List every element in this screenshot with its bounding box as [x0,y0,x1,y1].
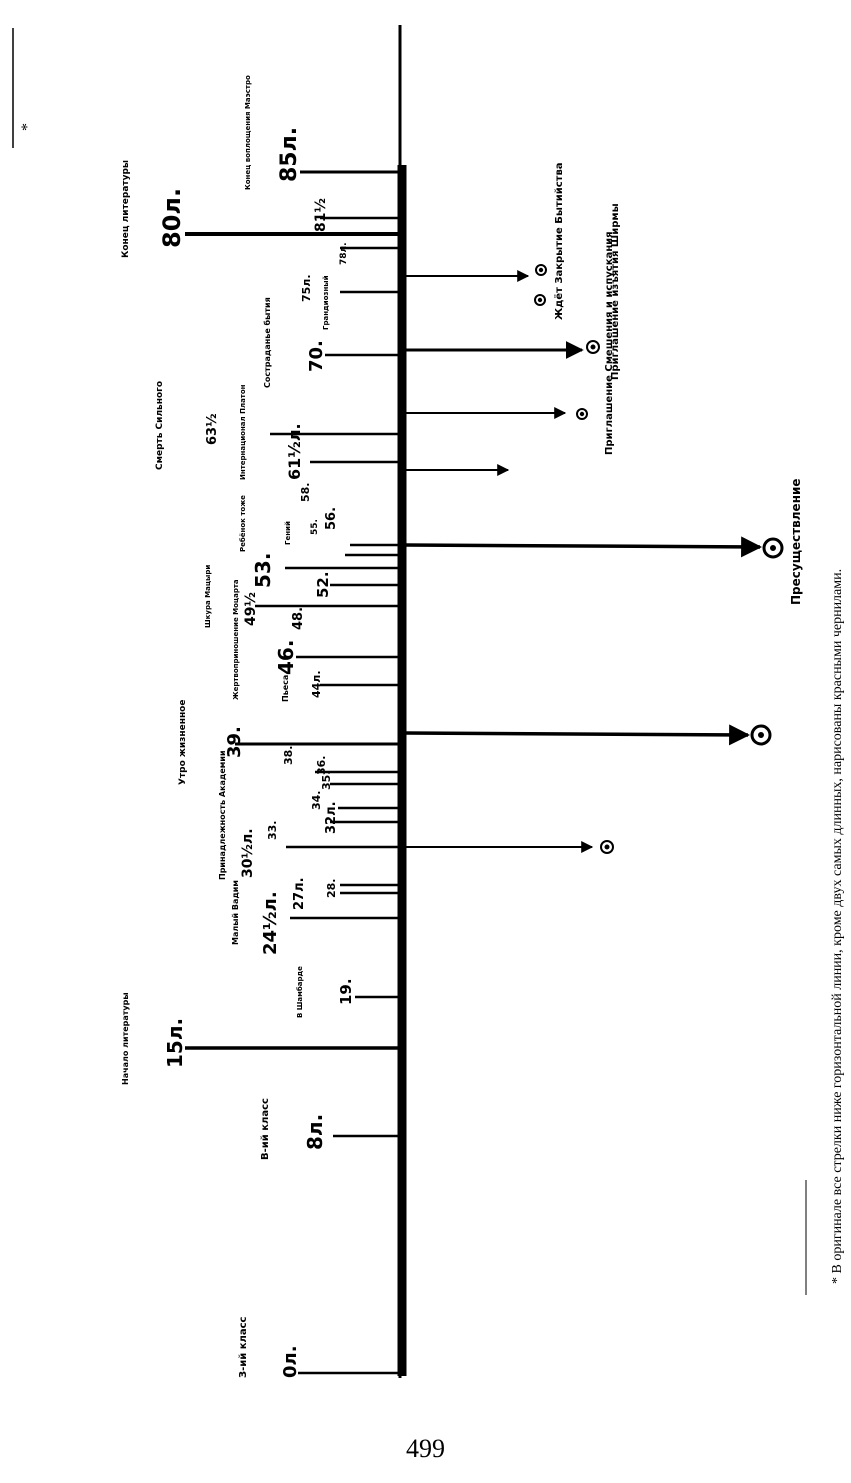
sun-icon [762,537,784,559]
label-m63: Смерть Сильного [155,381,165,470]
value-m28: 28. [325,879,338,899]
value-m35: 35. [320,771,333,791]
value-m70: 70. [306,340,327,372]
value-m0: 0л. [280,1345,301,1378]
value-m46: 46. [274,640,298,675]
value-m75: 75л. [300,274,313,302]
value-m19: 19. [337,978,355,1005]
value-m61: 61½л. [285,423,304,480]
value-m27: 27л. [292,877,307,910]
label-a2: Приглашение изъятия Ширмы [610,203,621,380]
value-m78: 78л. [339,242,349,265]
value-m32: 32л. [324,801,339,834]
value-m85: 85л. [277,127,302,182]
label-m8: В-ий класс [260,1098,271,1160]
tick-labels: 0л. З-ий класс 8л. В-ий класс 15л. Начал… [121,75,355,1378]
value-m58: 58. [299,483,312,503]
sun-icon [534,294,546,306]
label-m75: Грандиозный [322,275,330,330]
label-a1: Ждёт Закрытие Бытийства [553,162,565,320]
page-number: 499 [406,1434,445,1463]
value-m15: 15л. [163,1018,187,1068]
value-m63: 63½ [205,413,220,445]
label-m49: Шкура Мацыри [204,565,212,628]
arrow-a6 [404,724,751,746]
value-m44: 44л. [310,670,323,698]
value-m49: 49½ [243,592,259,626]
label-m19: В Шамбарде [296,966,304,1018]
value-m36: 36. [315,756,328,776]
value-m55: 55. [310,519,320,535]
arrow-a5 [404,536,763,558]
value-m33: 33. [266,821,279,841]
label-m55: Гений [284,521,292,545]
value-m39: 39. [224,726,245,758]
sun-icon [535,264,547,276]
arrow-labels: Ждёт Закрытие Бытийства Приглашение изъя… [553,162,803,605]
value-m34: 34. [310,791,323,811]
value-m81: 81½ [313,198,329,232]
value-m80: 80л. [158,188,186,248]
value-m38: 38. [282,746,295,766]
label-m24: Малый Вадим [231,880,240,945]
label-m53: Ребёнок тоже [239,495,247,552]
label-m0: З-ий класс [238,1316,249,1378]
label-a3: Приглашение Смешения и испускания [604,231,615,455]
label-m39: Утро жизненное [178,700,188,785]
value-m52: 52. [314,571,332,598]
value-m30: 30½л. [240,828,256,878]
label-m30: Принадлежность Академии [218,750,227,880]
label-m85: Конец воплощения Маэстро [244,75,252,190]
sun-icon [576,408,588,420]
label-m61: Интернационал Платон [239,384,247,480]
tick-group [185,170,400,1375]
sun-icon [600,840,614,854]
label-m15: Начало литературы [121,992,130,1085]
sun-icon [586,340,600,354]
sun-icon [750,724,772,746]
value-m8: 8л. [303,1114,327,1150]
value-m24: 24½л. [260,891,281,955]
label-m80: Конец литературы [121,160,131,258]
label-m44: Пьеса [281,675,290,702]
value-m48: 48. [291,607,306,630]
value-m53: 53. [251,553,275,588]
label-m70: Состраданье бытия [262,297,272,388]
label-a5: Пресуществление [789,478,803,605]
value-m56: 56. [324,507,339,530]
label-m46: Жертвоприношение Моцарта [232,579,240,700]
